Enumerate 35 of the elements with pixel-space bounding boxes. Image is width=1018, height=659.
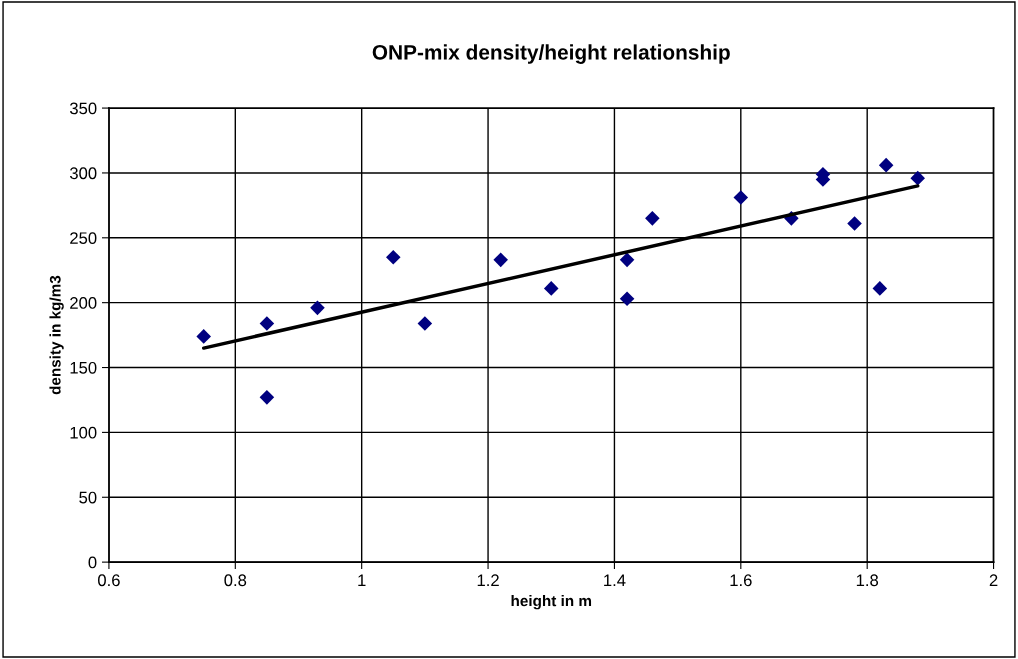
- point: [259, 390, 275, 405]
- x-tick-label: 1.8: [856, 574, 879, 587]
- point: [493, 252, 508, 268]
- y-tick-label: 50: [79, 491, 97, 504]
- point: [259, 316, 275, 331]
- point: [847, 216, 862, 231]
- x-tick-label: 1.2: [477, 574, 499, 587]
- point: [619, 291, 635, 307]
- x-tick-label: 0.6: [97, 574, 120, 587]
- y-axis-title: density in kg/m3: [49, 275, 64, 395]
- point: [543, 281, 559, 296]
- x-tick-label: 1: [358, 574, 366, 587]
- y-tick-label: 150: [70, 361, 97, 374]
- point: [733, 190, 749, 205]
- x-tick-label: 1.6: [730, 574, 752, 587]
- y-tick-label: 350: [69, 102, 97, 115]
- y-tick-label: 250: [70, 232, 97, 245]
- x-tick-label: 0.8: [224, 574, 247, 587]
- point: [619, 252, 635, 268]
- chart-title: ONP-mix density/height relationship: [372, 44, 730, 64]
- point: [196, 329, 211, 344]
- y-tick-label: 300: [69, 167, 97, 180]
- x-axis-title: height in m: [511, 595, 592, 610]
- point: [645, 211, 660, 226]
- x-tick-label: 1.4: [604, 574, 626, 587]
- y-tick-label: 200: [70, 297, 97, 309]
- y-tick-label: 100: [70, 426, 97, 439]
- point: [872, 281, 888, 296]
- point: [878, 157, 894, 173]
- point: [417, 316, 433, 331]
- point: [310, 300, 325, 316]
- point: [910, 170, 926, 186]
- y-tick-label: 0: [88, 556, 97, 569]
- point: [385, 249, 401, 265]
- x-tick-label: 2: [989, 574, 998, 587]
